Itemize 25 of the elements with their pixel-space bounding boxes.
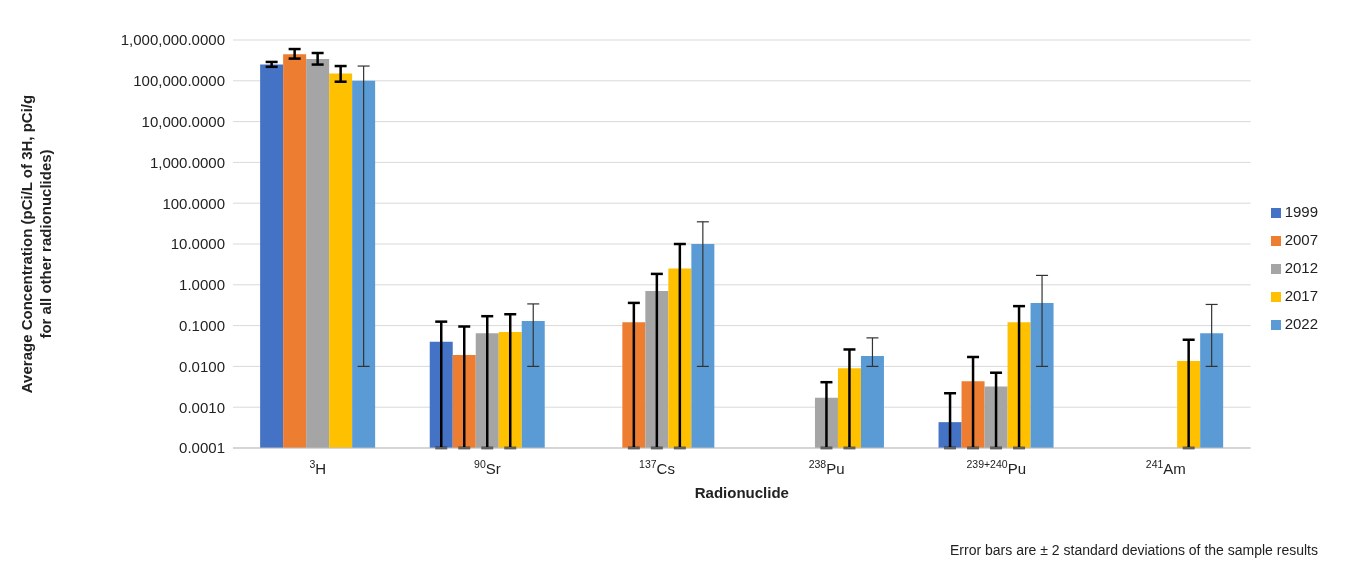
y-tick-label: 0.1000 bbox=[179, 316, 225, 334]
y-tick-label: 0.0010 bbox=[179, 398, 225, 416]
x-tick-label: $^{241}$Am bbox=[1145, 458, 1186, 477]
x-tick-label: $^{90}$Sr bbox=[474, 458, 501, 477]
x-tick-label: $^{239+240}$Pu bbox=[966, 458, 1026, 477]
y-tick-label: 0.0001 bbox=[179, 439, 225, 457]
x-tick-label: $^{137}$Cs bbox=[639, 458, 675, 477]
x-axis-title: Radionuclide bbox=[694, 484, 789, 501]
legend-label: 1999 bbox=[1284, 203, 1318, 220]
y-tick-label: 1,000.0000 bbox=[149, 153, 225, 171]
text: Error bars are ± 2 standard deviations of the sample results bbox=[949, 542, 1319, 558]
x-tick-label: $^{3}$H bbox=[309, 458, 327, 477]
y-tick-label: 1.0000 bbox=[179, 276, 225, 294]
legend-label: 2022 bbox=[1284, 315, 1318, 332]
legend-label: 2007 bbox=[1284, 231, 1318, 248]
y-axis-title: Average Concentration (pCi/L of 3H, pCi/g for all other radionuclides) bbox=[18, 94, 54, 394]
y-tick-label: 100,000.0000 bbox=[133, 72, 225, 90]
y-tick-label: 10.0000 bbox=[170, 235, 225, 253]
legend-label: 2012 bbox=[1284, 259, 1318, 276]
y-tick-label: 1,000,000.0000 bbox=[120, 31, 225, 49]
legend-label: 2017 bbox=[1284, 287, 1318, 304]
y-tick-label: 0.0100 bbox=[179, 357, 225, 375]
y-tick-label: 100.0000 bbox=[162, 194, 225, 212]
y-tick-label: 10,000.0000 bbox=[141, 112, 225, 130]
x-tick-label: $^{238}$Pu bbox=[808, 458, 845, 477]
